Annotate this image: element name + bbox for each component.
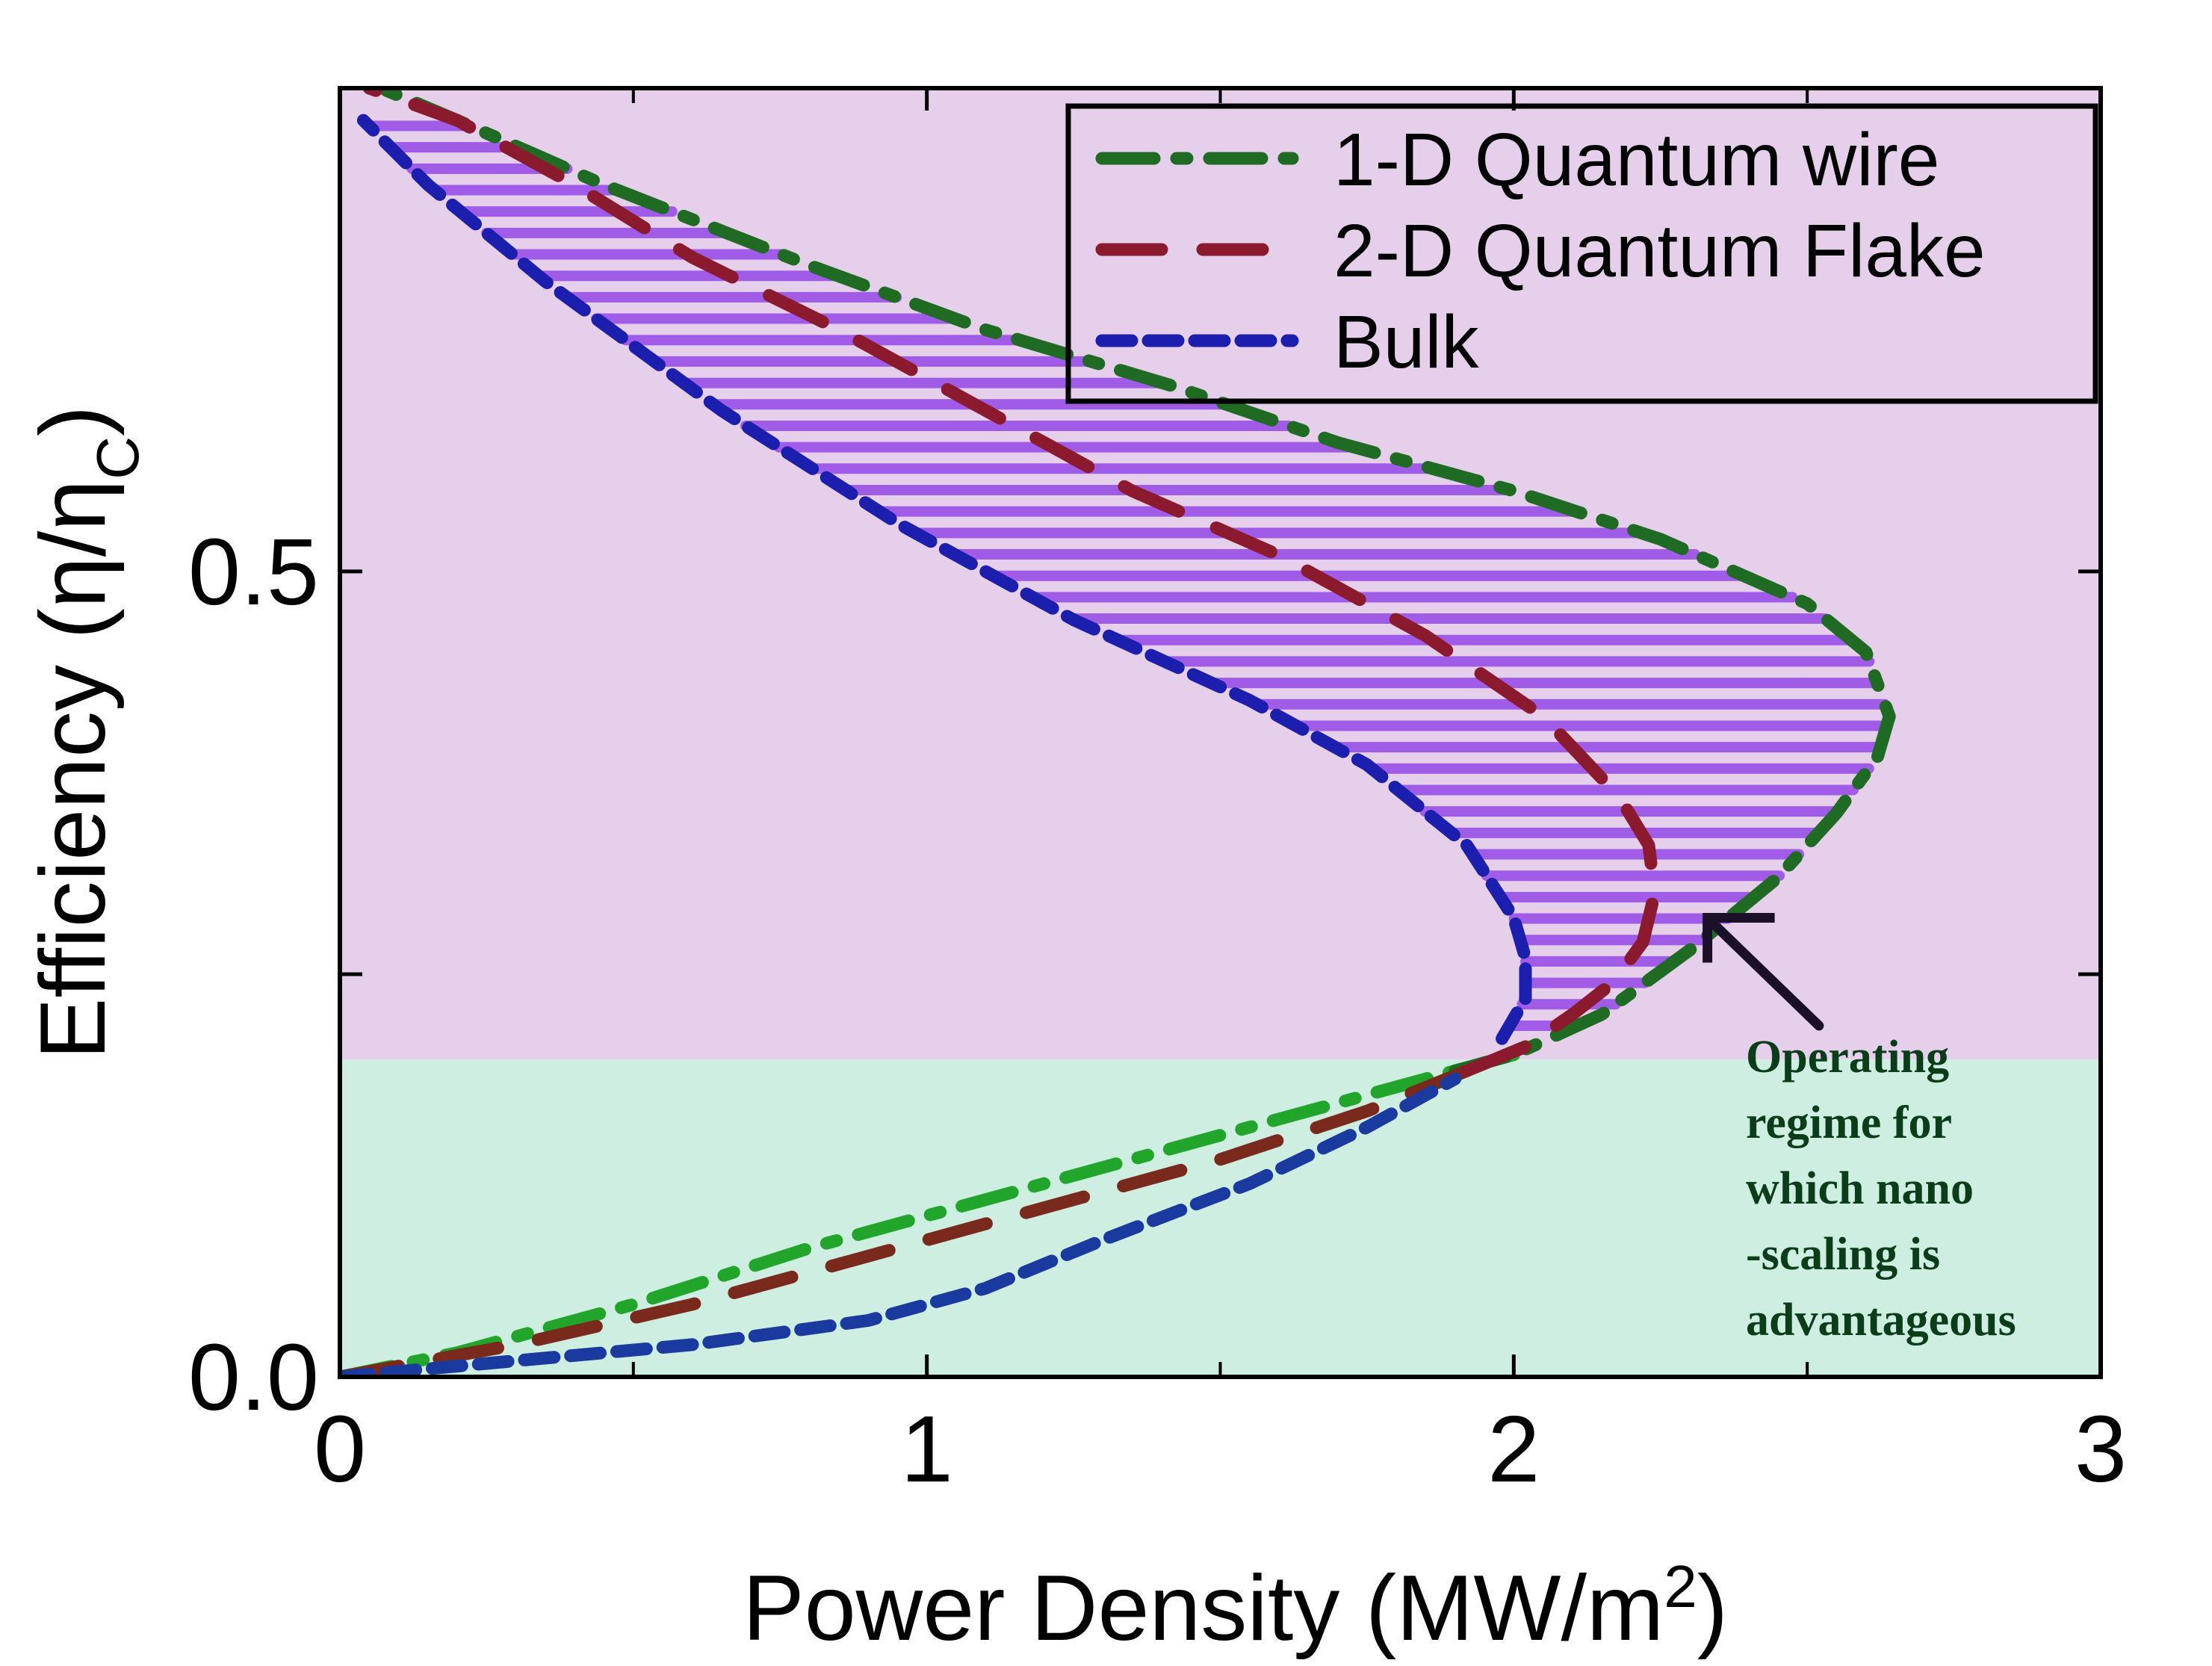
x-tick-label: 1 xyxy=(901,1396,953,1502)
x-tick-label: 0 xyxy=(314,1396,366,1502)
legend-label: 2-D Quantum Flake xyxy=(1333,209,1986,293)
annotation-arrow-shaft xyxy=(1708,918,1824,1031)
y-tick-label: 0.5 xyxy=(188,519,319,625)
y-axis-title: Efficiency (η/ηC) xyxy=(22,406,151,1060)
x-axis-title-close: ) xyxy=(1697,1557,1728,1660)
legend-label: 1-D Quantum wire xyxy=(1333,118,1939,202)
series-line-1 xyxy=(362,88,1661,1077)
annotation-line: -scaling is xyxy=(1746,1229,1940,1280)
annotation-line: Operating xyxy=(1746,1032,1949,1083)
y-axis-title-close: ) xyxy=(22,406,125,436)
annotation-arrow-head xyxy=(1703,912,1775,963)
series-line-2 xyxy=(356,114,1532,1045)
series-lines xyxy=(340,88,1896,1377)
x-axis-title-sup: 2 xyxy=(1664,1553,1697,1620)
y-axis-title-main: Efficiency (η/η xyxy=(22,480,125,1060)
annotation: Operating regime for which nano -scaling is… xyxy=(1703,912,2016,1346)
annotation-line: advantageous xyxy=(1746,1295,2016,1346)
lower-regime xyxy=(340,1059,2101,1377)
annotation-line: which nano xyxy=(1746,1163,1974,1214)
legend-box xyxy=(1065,103,2098,404)
x-axis-title-main: Power Density (MW/m xyxy=(743,1557,1664,1660)
hatch-fill xyxy=(363,120,1892,1031)
y-axis-title-sub: C xyxy=(84,436,151,480)
x-axis-title: Power Density (MW/m2) xyxy=(743,1553,1728,1661)
series-line-low-0 xyxy=(340,1048,1520,1377)
y-tick-labels: 0.0 0.5 xyxy=(188,519,319,1430)
x-tick-label: 2 xyxy=(1487,1396,1540,1502)
x-tick-label: 3 xyxy=(2075,1396,2127,1502)
series-line-0 xyxy=(374,88,1896,1077)
series-line-low-1 xyxy=(340,1040,1532,1377)
y-tick-label: 0.0 xyxy=(188,1325,319,1430)
axes xyxy=(338,86,2103,1379)
annotation-line: regime for xyxy=(1746,1097,1952,1148)
x-tick-labels: 0 1 2 3 xyxy=(314,1396,2127,1502)
series-line-low-2 xyxy=(340,1072,1462,1377)
legend-label: Bulk xyxy=(1333,300,1480,384)
